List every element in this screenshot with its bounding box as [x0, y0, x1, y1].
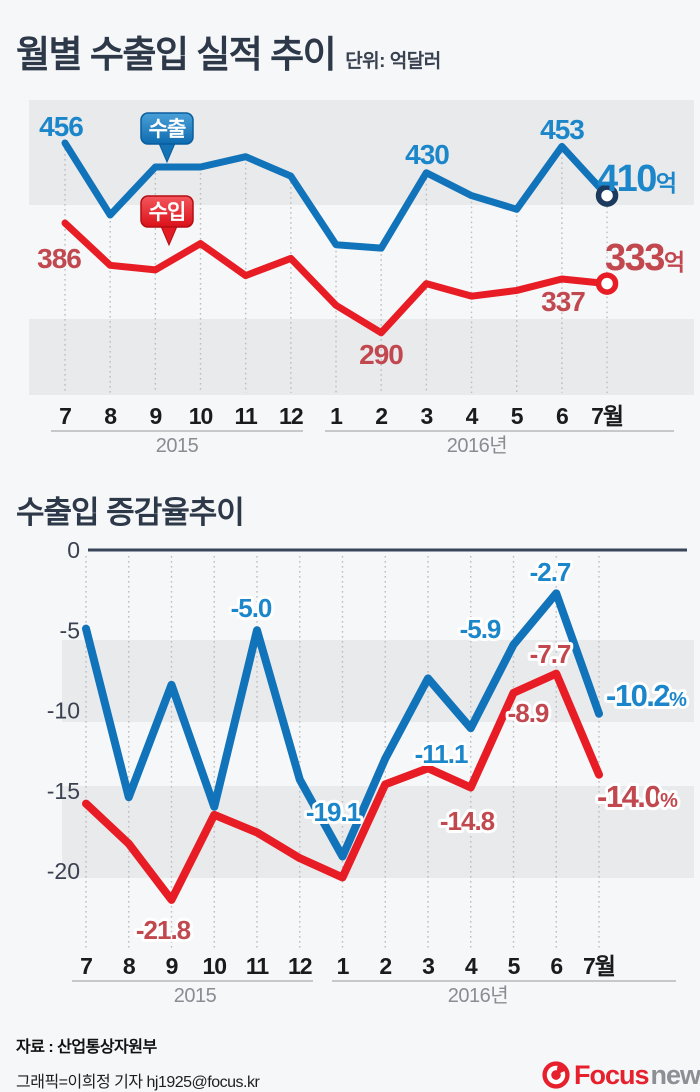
x-axis-label: 3: [422, 953, 434, 979]
x-axis-label: 7: [59, 403, 71, 429]
x-axis-label: 7월: [583, 953, 615, 979]
x-axis-label: 8: [104, 403, 117, 429]
import-point-label: 337: [541, 286, 585, 317]
import-point-label: -7.7: [530, 639, 571, 669]
import-end-label: -14.0%: [597, 779, 678, 814]
y-axis-label: -15: [47, 778, 80, 804]
x-axis-label: 12: [288, 953, 312, 979]
import-point-label: 386: [37, 243, 81, 274]
import-point-label: 290: [359, 339, 403, 370]
x-axis-label: 5: [511, 403, 524, 429]
export-badge: [140, 112, 194, 145]
plot-band: [29, 100, 694, 205]
x-axis-label: 1: [337, 953, 350, 979]
import-line: [82, 669, 603, 904]
year-label: 2016년: [447, 434, 507, 457]
x-axis-label: 10: [189, 403, 213, 429]
x-axis-label: 4: [466, 403, 479, 429]
trade-growth-rate: 0-5-10-15-20-5.0-19.1-11.1-5.9-2.7-10.2%…: [47, 537, 694, 1007]
y-axis-label: -20: [47, 858, 80, 884]
x-axis-label: 8: [123, 953, 136, 979]
import-badge-label: 수입: [149, 201, 186, 224]
export-point-label: -2.7: [530, 557, 571, 587]
export-point-label: -11.1: [415, 739, 468, 769]
export-point-label: 456: [39, 111, 83, 142]
y-axis-label: -10: [47, 698, 80, 724]
plot-band: [29, 319, 694, 395]
x-axis-label: 2: [375, 403, 387, 429]
year-label: 2015: [174, 985, 217, 1007]
export-line: [82, 589, 603, 861]
import-point-label: -21.8: [136, 915, 191, 945]
export-end-marker: [595, 184, 619, 207]
x-axis-label: 4: [465, 953, 478, 979]
year-label: 2015: [156, 435, 199, 457]
export-point-label: -5.9: [460, 614, 501, 644]
logo-focus-text: Focus: [574, 1059, 650, 1090]
import-point-label: -14.8: [440, 806, 495, 836]
logo-news-text: news: [650, 1059, 700, 1090]
x-axis-label: 1: [330, 403, 343, 429]
x-axis-label: 3: [420, 403, 432, 429]
page-title: 월별 수출입 실적 추이: [16, 34, 337, 75]
x-axis-label: 11: [235, 403, 259, 429]
export-point-label: -19.1: [306, 797, 361, 827]
focusnews-logo-icon: [542, 1061, 570, 1089]
focusnews-logo: Focus news: [541, 1060, 700, 1090]
import-end-marker: [595, 272, 619, 295]
x-axis-label: 10: [202, 953, 226, 979]
export-badge-label: 수출: [149, 118, 186, 141]
x-axis-label: 9: [149, 403, 161, 429]
x-axis-label: 7월: [591, 403, 623, 429]
credit-text: 그래픽=이희정 기자 hj1925@focus.kr: [16, 1074, 260, 1091]
x-axis-label: 9: [166, 953, 178, 979]
x-axis-label: 6: [550, 953, 562, 979]
unit-label: 단위: 억달러: [345, 51, 441, 72]
import-line: [61, 219, 611, 337]
year-label: 2016년: [448, 984, 508, 1007]
export-line: [61, 139, 611, 252]
export-point-label: -5.0: [231, 593, 272, 623]
chart2-title: 수출입 증감율추이: [16, 495, 245, 530]
x-axis-label: 2: [379, 953, 391, 979]
y-axis-label: 0: [67, 537, 80, 563]
export-point-label: 453: [540, 114, 584, 145]
x-axis-label: 11: [246, 953, 270, 979]
chart1-header: 월별 수출입 실적 추이 단위: 억달러: [16, 24, 441, 78]
import-end-label: 333억: [605, 237, 684, 279]
x-axis-label: 6: [556, 403, 568, 429]
x-axis-label: 5: [508, 953, 521, 979]
x-axis-label: 12: [279, 403, 303, 429]
import-badge: [140, 195, 194, 228]
y-axis-label: -5: [60, 617, 80, 643]
x-axis-label: 7: [80, 953, 92, 979]
export-point-label: 430: [405, 139, 449, 170]
import-point-label: -8.9: [508, 698, 549, 728]
export-end-label: 410억: [597, 158, 676, 200]
source-text: 자료 : 산업통상자원부: [16, 1039, 157, 1056]
